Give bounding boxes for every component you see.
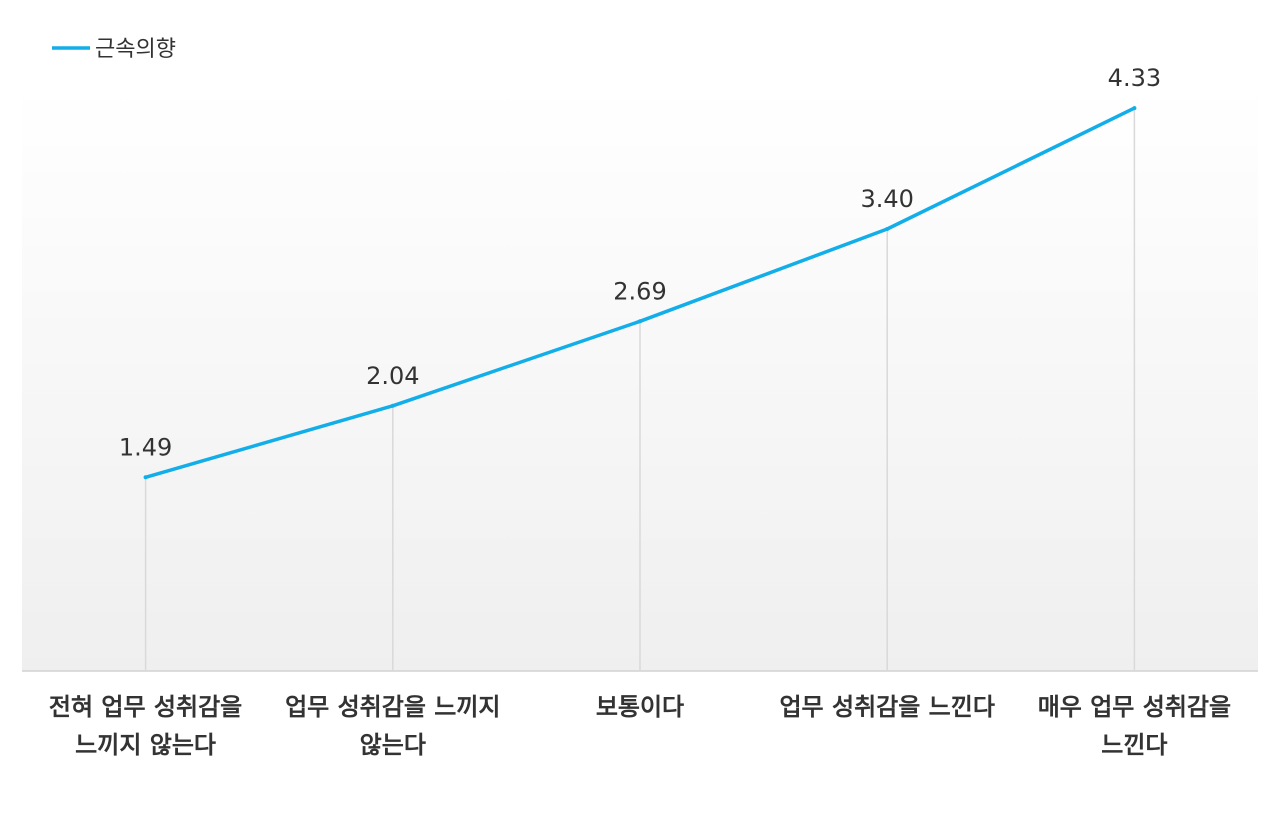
data-label: 4.33 [1108, 64, 1161, 92]
data-point [1132, 106, 1137, 111]
data-label: 1.49 [119, 433, 172, 461]
data-label: 2.69 [613, 277, 666, 305]
data-point [390, 403, 395, 408]
data-label: 3.40 [860, 185, 913, 213]
data-labels: 1.49 2.04 2.69 3.40 4.33 [119, 64, 1161, 461]
legend: 근속의향 [52, 37, 176, 62]
legend-label: 근속의향 [95, 37, 176, 62]
data-label: 2.04 [366, 362, 419, 390]
data-point [885, 227, 890, 231]
data-point [143, 475, 148, 480]
data-points [143, 106, 1137, 480]
data-point [638, 319, 642, 324]
drop-lines [144, 108, 1136, 671]
